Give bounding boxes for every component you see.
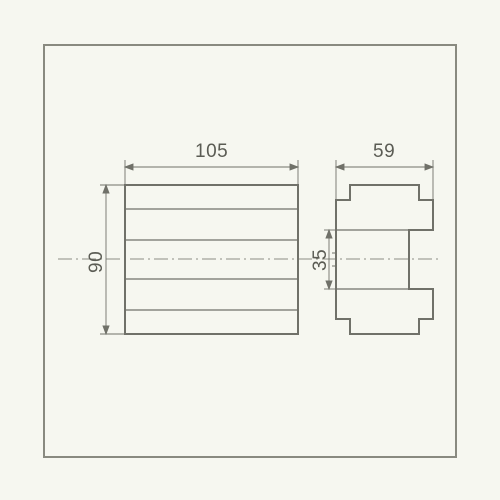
drawing-canvas: { "canvas": { "width": 500, "height": 50…: [0, 0, 500, 500]
dim-105: [125, 160, 298, 185]
dim-label-90: 90: [86, 251, 108, 273]
dim-label-35: 35: [310, 249, 332, 271]
drawing-svg: [0, 0, 500, 500]
dim-label-105: 105: [195, 141, 228, 163]
dimensions: [100, 160, 433, 334]
side-view: [332, 185, 433, 334]
front-view: [125, 185, 298, 334]
dim-label-59: 59: [373, 141, 395, 163]
